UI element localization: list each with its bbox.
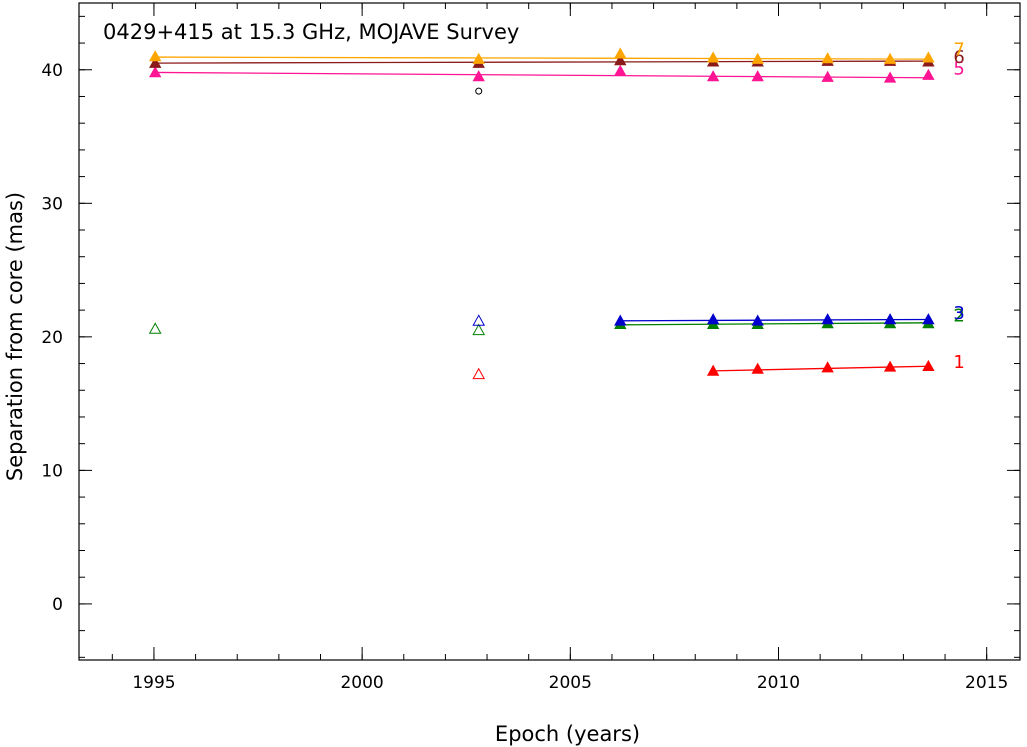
filled-point-component-7 — [472, 52, 485, 64]
y-tick-label: 30 — [41, 194, 63, 214]
open-circle-point — [475, 87, 483, 95]
open-point-component-2 — [472, 323, 486, 336]
series-label-component-2: 2 — [953, 305, 964, 326]
filled-point-component-5 — [751, 70, 764, 82]
fit-line-component-1 — [713, 365, 929, 372]
filled-point-component-5 — [883, 71, 897, 83]
y-tick-label: 20 — [41, 328, 63, 348]
plot-frame — [78, 2, 1021, 661]
series-label-component-5: 5 — [953, 58, 964, 79]
filled-point-component-7 — [751, 52, 764, 64]
plot-border — [78, 2, 1021, 661]
y-axis-title: Separation from core (mas) — [3, 192, 27, 481]
series-label-component-1: 1 — [953, 352, 964, 373]
filled-point-component-6 — [149, 56, 162, 68]
filled-point-component-5 — [706, 70, 720, 82]
filled-point-component-3 — [614, 314, 627, 326]
open-point-component-2 — [148, 322, 162, 334]
filled-point-component-1 — [751, 362, 764, 374]
filled-point-component-1 — [821, 361, 834, 373]
x-tick-label: 2000 — [340, 673, 383, 693]
x-tick-label: 2015 — [965, 673, 1008, 693]
filled-point-component-1 — [922, 359, 935, 372]
fit-line-component-3 — [620, 318, 929, 322]
open-point-component-3 — [472, 314, 486, 326]
x-tick-label: 2005 — [549, 673, 592, 693]
series-label-component-7: 7 — [953, 40, 964, 61]
filled-point-component-5 — [149, 66, 162, 78]
filled-point-component-3 — [751, 314, 764, 326]
filled-point-component-7 — [706, 51, 720, 63]
axis-ticks — [79, 3, 1020, 660]
fit-line-component-7 — [155, 56, 929, 60]
filled-point-component-3 — [922, 313, 935, 325]
filled-point-component-7 — [922, 51, 935, 63]
filled-point-component-1 — [883, 360, 897, 372]
fit-line-component-6 — [155, 60, 929, 64]
filled-point-component-7 — [149, 50, 162, 62]
fit-lines — [155, 56, 929, 372]
data-points — [148, 47, 935, 380]
x-tick-label: 2010 — [757, 673, 800, 693]
filled-point-component-3 — [706, 313, 720, 325]
fit-line-component-5 — [155, 71, 929, 79]
y-tick-label: 0 — [52, 595, 63, 615]
filled-point-component-5 — [821, 70, 834, 82]
series-label-component-6: 6 — [953, 47, 964, 68]
filled-point-component-5 — [472, 70, 485, 82]
filled-point-component-5 — [614, 64, 627, 76]
x-axis-title: Epoch (years) — [495, 722, 640, 746]
y-tick-label: 40 — [41, 61, 63, 81]
fit-line-component-2 — [620, 322, 929, 326]
axis-tick-labels: 1995 2000 2005 2010 2015 0 10 20 30 40 — [41, 61, 1008, 693]
series-labels: 1 23 567 — [953, 40, 964, 373]
filled-point-component-5 — [922, 68, 935, 80]
filled-point-component-7 — [614, 47, 627, 59]
filled-point-component-7 — [883, 52, 897, 64]
open-point-component-1 — [472, 367, 486, 380]
filled-point-component-1 — [706, 364, 720, 376]
x-tick-label: 1995 — [132, 673, 175, 693]
chart-title: 0429+415 at 15.3 GHz, MOJAVE Survey — [103, 20, 519, 44]
filled-point-component-3 — [883, 313, 897, 325]
series-label-component-3: 3 — [953, 303, 964, 324]
filled-point-component-7 — [821, 52, 834, 64]
filled-point-component-6 — [614, 54, 627, 66]
filled-point-component-3 — [821, 313, 834, 325]
y-tick-label: 10 — [41, 461, 63, 481]
